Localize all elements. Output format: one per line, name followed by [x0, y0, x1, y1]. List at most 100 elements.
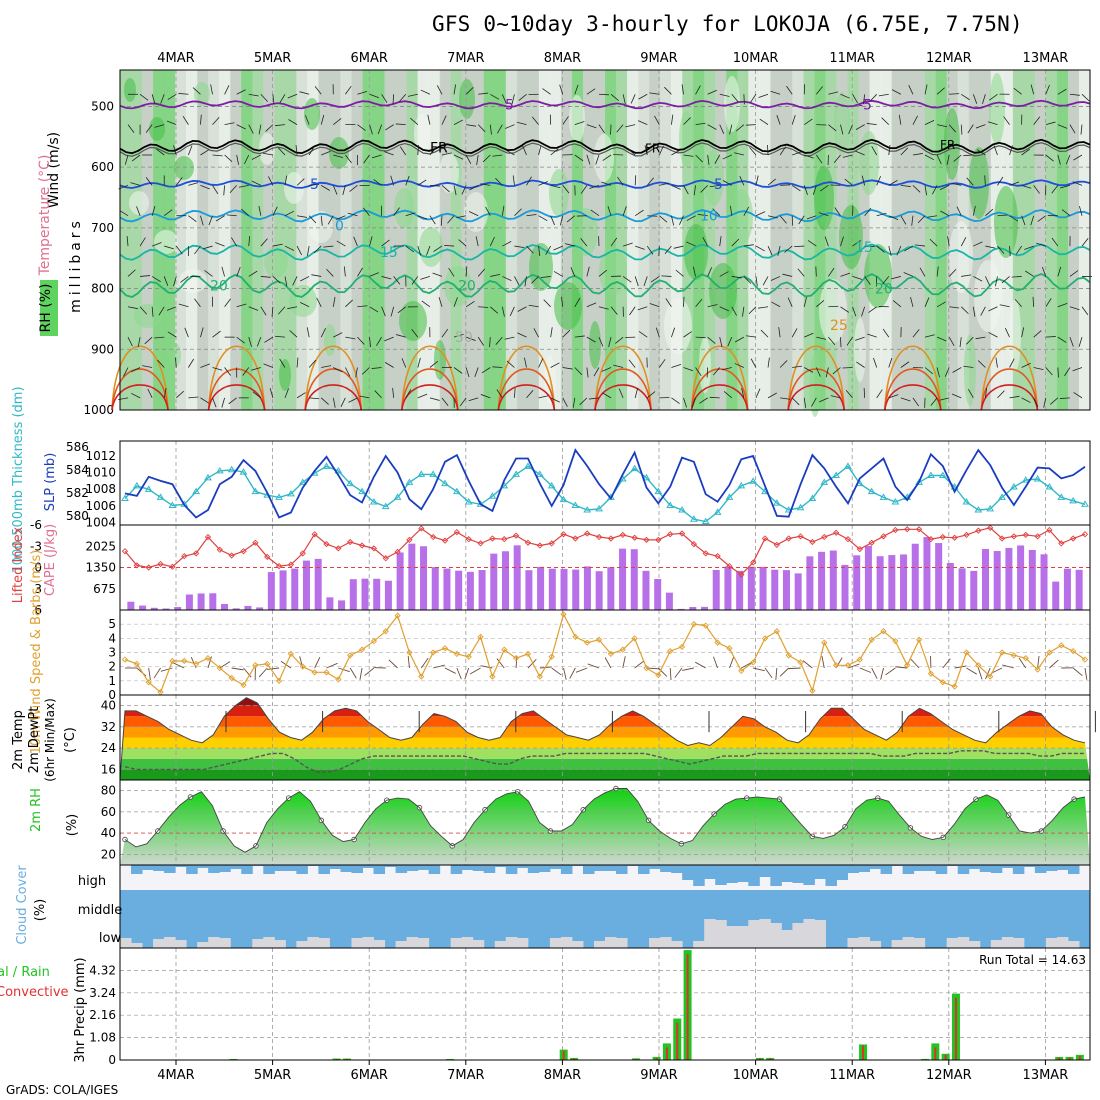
wind-barb — [478, 306, 489, 308]
temp-contour-35 — [401, 384, 459, 411]
wind-barb — [779, 215, 787, 224]
wind-barb — [453, 185, 457, 196]
wind-barb — [1021, 327, 1025, 338]
lifted-index-point — [524, 539, 532, 546]
cloud-clear-gap — [505, 937, 518, 948]
precip-tick-label: 3.24 — [89, 986, 116, 1000]
wind10-barb — [821, 656, 825, 669]
wind-barb — [514, 276, 520, 286]
wind-barb — [495, 177, 503, 186]
lifted-index-point — [430, 533, 437, 541]
wind10-tick-label: 0 — [108, 688, 116, 702]
lifted-index-point — [252, 539, 259, 546]
wind-barb — [1065, 154, 1071, 165]
cloud-clear-gap — [494, 941, 507, 948]
wind10-speed-point — [880, 628, 887, 635]
wind-barb — [480, 183, 491, 186]
wind-barb — [833, 154, 841, 164]
wind-barb — [377, 124, 382, 135]
cape-bar — [232, 608, 240, 610]
cloud-high-bar — [814, 865, 826, 879]
pressure-tick-label: 700 — [91, 221, 114, 235]
rh-axis-label: RH (%) — [38, 284, 54, 333]
thickness-point — [227, 465, 236, 473]
wind-barb — [550, 362, 560, 368]
thickness-point — [1010, 483, 1018, 490]
wind-barb — [244, 154, 250, 165]
cloud-high-bar — [638, 865, 650, 874]
slp-tick-label: 1012 — [85, 449, 116, 463]
wind-barb — [607, 206, 612, 216]
wind-barb — [671, 327, 676, 338]
wind-barb — [474, 367, 479, 378]
wind-barb — [1059, 397, 1070, 399]
rh-blotch — [304, 98, 320, 130]
wind-barb — [453, 84, 457, 95]
cloud-clear-gap — [318, 938, 330, 948]
cloud-high-bar — [549, 865, 562, 869]
rh-band — [516, 70, 529, 410]
wind-barb — [590, 209, 600, 217]
wind-barb — [236, 89, 246, 95]
wind-barb — [345, 336, 356, 340]
thickness-point — [630, 464, 639, 472]
wind-barb — [797, 268, 805, 277]
rh-band — [759, 70, 771, 410]
wind-barb — [721, 367, 732, 371]
wind-barb — [505, 124, 515, 129]
wind-barb — [441, 397, 449, 406]
wind-barb — [792, 365, 803, 368]
wind-barb — [152, 242, 162, 247]
thickness-point — [832, 471, 840, 479]
wind-barb — [1073, 392, 1083, 399]
wind-barb — [804, 154, 814, 159]
wind-barb — [313, 245, 322, 254]
wind-barb — [565, 243, 575, 247]
wind-barb — [468, 397, 479, 402]
wind-barb — [130, 182, 141, 186]
top-date-label: 12MAR — [926, 51, 972, 66]
wind-barb — [924, 154, 935, 161]
wind-barb — [321, 185, 330, 191]
wind-barb — [284, 245, 295, 251]
wind-barb — [988, 306, 998, 312]
wind10-barb — [420, 657, 429, 669]
wind10-barb — [871, 667, 878, 679]
wind-barb — [1045, 336, 1056, 338]
thickness-point — [891, 498, 900, 505]
lifted-index-point — [607, 535, 615, 542]
wind-barb — [776, 115, 781, 125]
wind-barb — [314, 86, 322, 95]
wind-barb — [707, 154, 710, 165]
cloud-clear-gap — [208, 937, 220, 948]
wind-barb — [683, 154, 694, 157]
wind-barb — [1041, 266, 1047, 277]
wind10-barb — [456, 667, 462, 680]
wind-barb — [392, 387, 395, 398]
wind10-speed-point — [441, 645, 449, 652]
thickness-point — [370, 498, 378, 505]
rh-blotch — [679, 111, 695, 167]
temp-contour-35 — [787, 384, 845, 411]
wind-barb — [743, 244, 754, 247]
wind-barb — [610, 306, 618, 315]
wind-barb — [550, 215, 555, 226]
wind-barb — [538, 215, 548, 222]
cloud-high-bar — [781, 865, 793, 882]
wind-barb — [869, 94, 877, 102]
cloud-high-bar — [406, 865, 419, 871]
wind-barb — [892, 300, 902, 308]
wind-barb — [734, 336, 745, 343]
rh-blotch — [464, 192, 488, 232]
wind-barb — [844, 178, 853, 186]
wind-barb — [692, 266, 696, 277]
temp-contour-20 — [119, 273, 1091, 298]
wind-barb — [506, 360, 515, 368]
wind-barb — [919, 267, 926, 277]
rh-blotch — [969, 147, 989, 219]
cloud-clear-gap — [593, 941, 606, 948]
wind-barb — [984, 175, 986, 186]
wind-barb — [936, 154, 942, 165]
wind-barb — [252, 391, 262, 399]
cape-bar — [384, 580, 392, 610]
